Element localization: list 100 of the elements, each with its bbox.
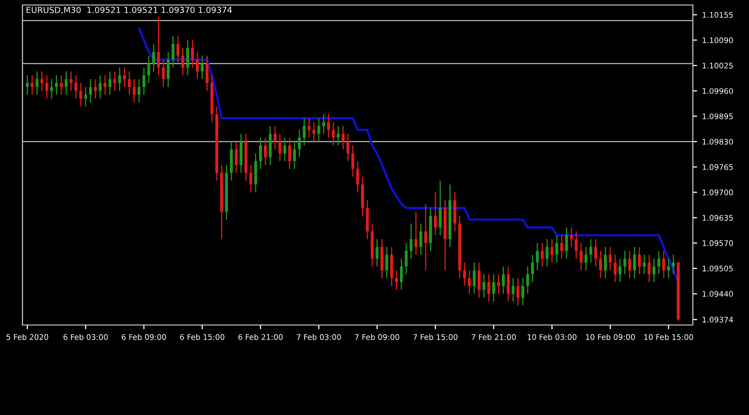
candlestick [142,66,146,96]
candlestick [648,254,651,283]
candlestick [550,238,554,264]
candlestick [132,78,136,104]
candlestick [599,250,602,279]
candlestick [278,133,282,162]
candlestick [390,246,394,287]
candlestick [234,141,238,174]
candlestick [604,246,607,279]
candlestick [308,118,311,138]
candlestick [152,43,156,72]
candlestick [274,125,277,150]
candlestick [128,70,131,96]
candlestick [118,66,122,92]
candlestick [60,74,63,96]
candlestick [463,262,466,287]
candlestick [206,55,209,92]
candlestick [84,86,88,108]
candlestick [298,129,301,158]
candlestick [410,222,413,260]
candlestick [230,141,233,182]
candlestick [94,78,97,100]
candlestick [356,160,360,193]
candlestick [327,114,330,138]
candlestick [74,74,78,100]
candlestick [36,70,38,96]
candlestick [366,200,369,240]
candlestick [594,238,598,268]
candlestick [526,266,530,294]
candlestick [342,125,345,150]
candlestick [492,274,496,302]
candlestick [419,222,422,256]
candlestick [468,270,471,294]
candlestick [546,238,549,268]
candlestick [497,274,500,294]
candlestick [414,211,418,256]
candlestick [176,36,180,64]
candlestick [104,74,107,96]
candlestick [361,176,364,216]
candlestick [434,192,437,236]
candlestick [516,278,520,306]
candlestick [293,141,296,170]
candlestick [560,234,564,260]
candlestick [254,152,258,193]
candlestick [123,66,126,88]
candlestick [589,238,592,264]
candlestick [672,254,675,275]
candlestick [512,278,515,302]
candlestick [623,250,626,275]
candlestick [108,70,112,96]
candlestick [633,246,636,279]
line-series [138,27,680,284]
candlestick [478,262,481,298]
candlestick [380,238,384,279]
candlestick [536,242,539,271]
candlestick [580,242,583,271]
candlestick [89,78,92,104]
candlestick [288,137,292,170]
candlestick [565,226,568,260]
candlestick [196,51,199,80]
candlestick [453,192,456,232]
candlestick [40,70,44,92]
candlestick [424,203,428,271]
candlestick [162,59,165,88]
candlestick [312,122,316,142]
candlestick [200,55,204,80]
candlestick [628,250,632,279]
candlestick [346,133,350,162]
candlestick [240,133,243,174]
candlestick [395,270,398,290]
candlestick [521,278,524,306]
candlestick [400,258,403,290]
candlestick [157,16,160,76]
candlestick [614,254,617,283]
candlestick [531,254,534,283]
candlestick [26,74,29,96]
candlestick [30,74,34,96]
candlestick [259,137,262,170]
candlestick [570,226,573,248]
candlestick [618,258,622,283]
candlestick [376,238,379,268]
candlestick [191,40,194,68]
candlestick [584,246,588,271]
candlestick [657,250,660,275]
candlestick [638,246,641,275]
candlestick [138,78,141,104]
candlestick [555,234,558,264]
candlestick [667,258,670,279]
candlestick [322,114,326,134]
candlestick [487,274,490,302]
candlestick [55,74,58,96]
candlestick [166,51,170,88]
candlestick [70,70,73,92]
candlestick [385,246,388,279]
candlestick [264,137,267,166]
candlestick [172,36,175,68]
candlestick [64,70,68,96]
candlestick [652,258,656,283]
candlestick [502,266,505,294]
candlestick [662,250,666,279]
